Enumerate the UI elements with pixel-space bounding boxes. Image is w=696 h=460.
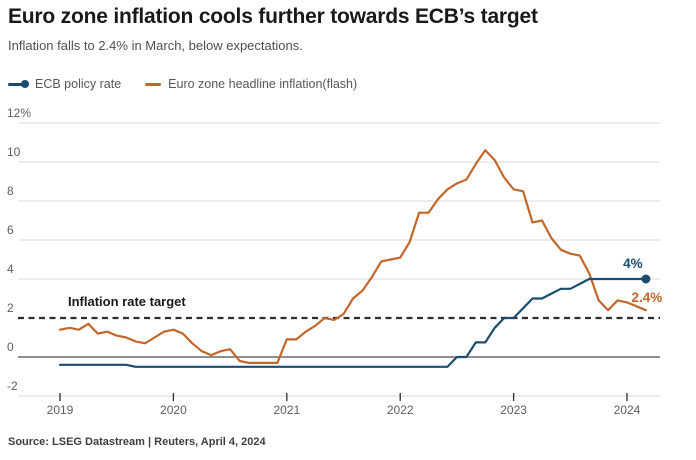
y-axis-label: 8 xyxy=(7,184,14,198)
dash-marker-icon xyxy=(145,79,162,89)
page-title: Euro zone inflation cools further toward… xyxy=(8,5,538,28)
legend-line xyxy=(8,83,28,86)
x-axis-label: 2019 xyxy=(47,403,74,417)
inflation-end-value-label: 2.4% xyxy=(632,290,663,305)
inflation-line xyxy=(58,149,648,364)
y-axis-label: 12% xyxy=(7,106,31,120)
legend-item-ecb-policy-rate: ECB policy rate xyxy=(8,77,121,91)
inflation-target-label: Inflation rate target xyxy=(68,294,186,309)
y-axis-label: 0 xyxy=(7,340,14,354)
line-dot-marker-icon xyxy=(8,79,29,89)
chart-legend: ECB policy rate Euro zone headline infla… xyxy=(8,77,357,91)
line-chart: 12% 10 8 6 4 2 0 -2 2019 2020 2021 2022 2023 2024 Infl… xyxy=(7,106,663,417)
legend-label-inflation: Euro zone headline inflation(flash) xyxy=(168,77,358,91)
legend-dot xyxy=(21,80,29,88)
ecb-policy-rate-line xyxy=(58,277,648,368)
y-axis-label: 6 xyxy=(7,223,14,237)
y-axis-label: 10 xyxy=(7,145,21,159)
y-axis-label: 2 xyxy=(7,301,14,315)
legend-label-ecb: ECB policy rate xyxy=(35,77,122,91)
ecb-end-value-label: 4% xyxy=(623,256,643,271)
x-axis-label: 2023 xyxy=(500,403,527,417)
y-axis-label: -2 xyxy=(7,379,18,393)
x-axis-label: 2024 xyxy=(614,403,641,417)
ecb-end-dot xyxy=(641,274,651,284)
y-axis-label: 4 xyxy=(7,262,14,276)
legend-item-headline-inflation: Euro zone headline inflation(flash) xyxy=(145,77,357,91)
x-axis-label: 2022 xyxy=(387,403,414,417)
x-axis-label: 2020 xyxy=(160,403,187,417)
source-attribution: Source: LSEG Datastream | Reuters, April… xyxy=(8,436,266,448)
chart-subtitle: Inflation falls to 2.4% in March, below … xyxy=(8,38,303,53)
x-axis-label: 2021 xyxy=(273,403,300,417)
legend-line xyxy=(145,83,162,86)
